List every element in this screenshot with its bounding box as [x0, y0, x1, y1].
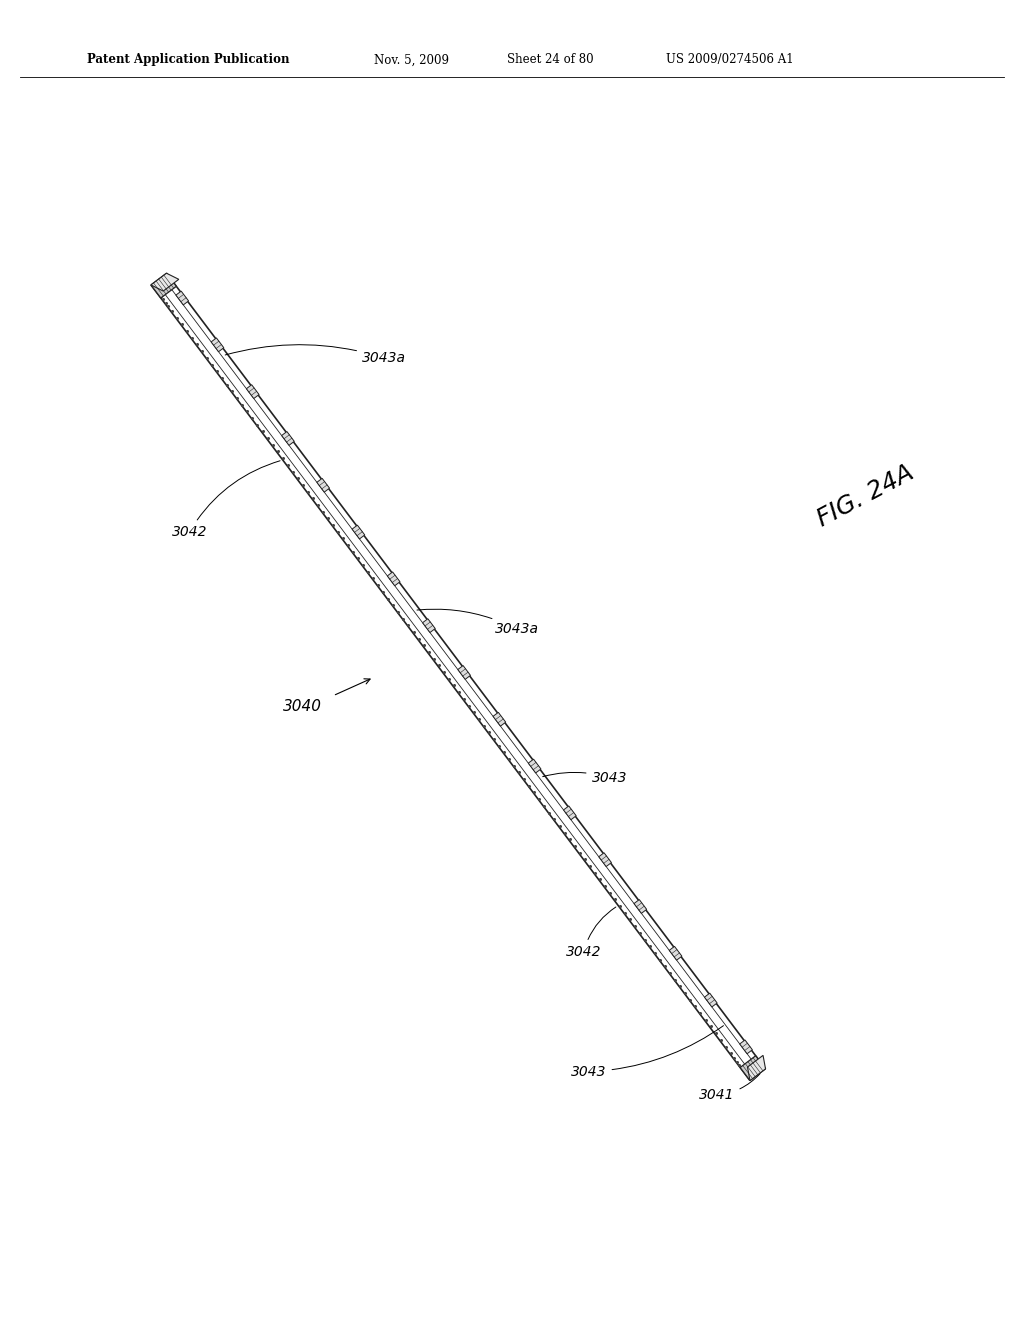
Polygon shape — [423, 619, 435, 632]
Polygon shape — [493, 713, 506, 726]
Text: Sheet 24 of 80: Sheet 24 of 80 — [507, 53, 594, 66]
Polygon shape — [247, 384, 259, 399]
Text: US 2009/0274506 A1: US 2009/0274506 A1 — [666, 53, 794, 66]
Polygon shape — [599, 853, 611, 866]
Text: Nov. 5, 2009: Nov. 5, 2009 — [374, 53, 449, 66]
Polygon shape — [670, 946, 682, 960]
Text: 3041: 3041 — [699, 1073, 760, 1102]
Text: 3043a: 3043a — [225, 345, 406, 364]
Polygon shape — [387, 572, 400, 586]
Polygon shape — [211, 338, 224, 351]
Polygon shape — [151, 273, 176, 298]
Polygon shape — [705, 993, 717, 1007]
Text: FIG. 24A: FIG. 24A — [813, 461, 918, 532]
Polygon shape — [458, 665, 470, 680]
Polygon shape — [740, 1056, 766, 1081]
Polygon shape — [739, 1040, 753, 1053]
Polygon shape — [282, 432, 294, 445]
Polygon shape — [634, 899, 647, 913]
Polygon shape — [316, 478, 330, 492]
Text: 3042: 3042 — [172, 461, 281, 539]
Text: 3043a: 3043a — [417, 609, 539, 636]
Polygon shape — [528, 759, 541, 774]
Text: 3042: 3042 — [566, 907, 615, 958]
Text: 3043: 3043 — [543, 771, 627, 785]
Text: 3040: 3040 — [283, 698, 322, 714]
Polygon shape — [352, 525, 365, 539]
Polygon shape — [563, 807, 577, 820]
Polygon shape — [748, 1056, 766, 1081]
Text: Patent Application Publication: Patent Application Publication — [87, 53, 290, 66]
Text: 3043: 3043 — [571, 1026, 723, 1078]
Polygon shape — [151, 273, 179, 290]
Polygon shape — [176, 292, 188, 305]
